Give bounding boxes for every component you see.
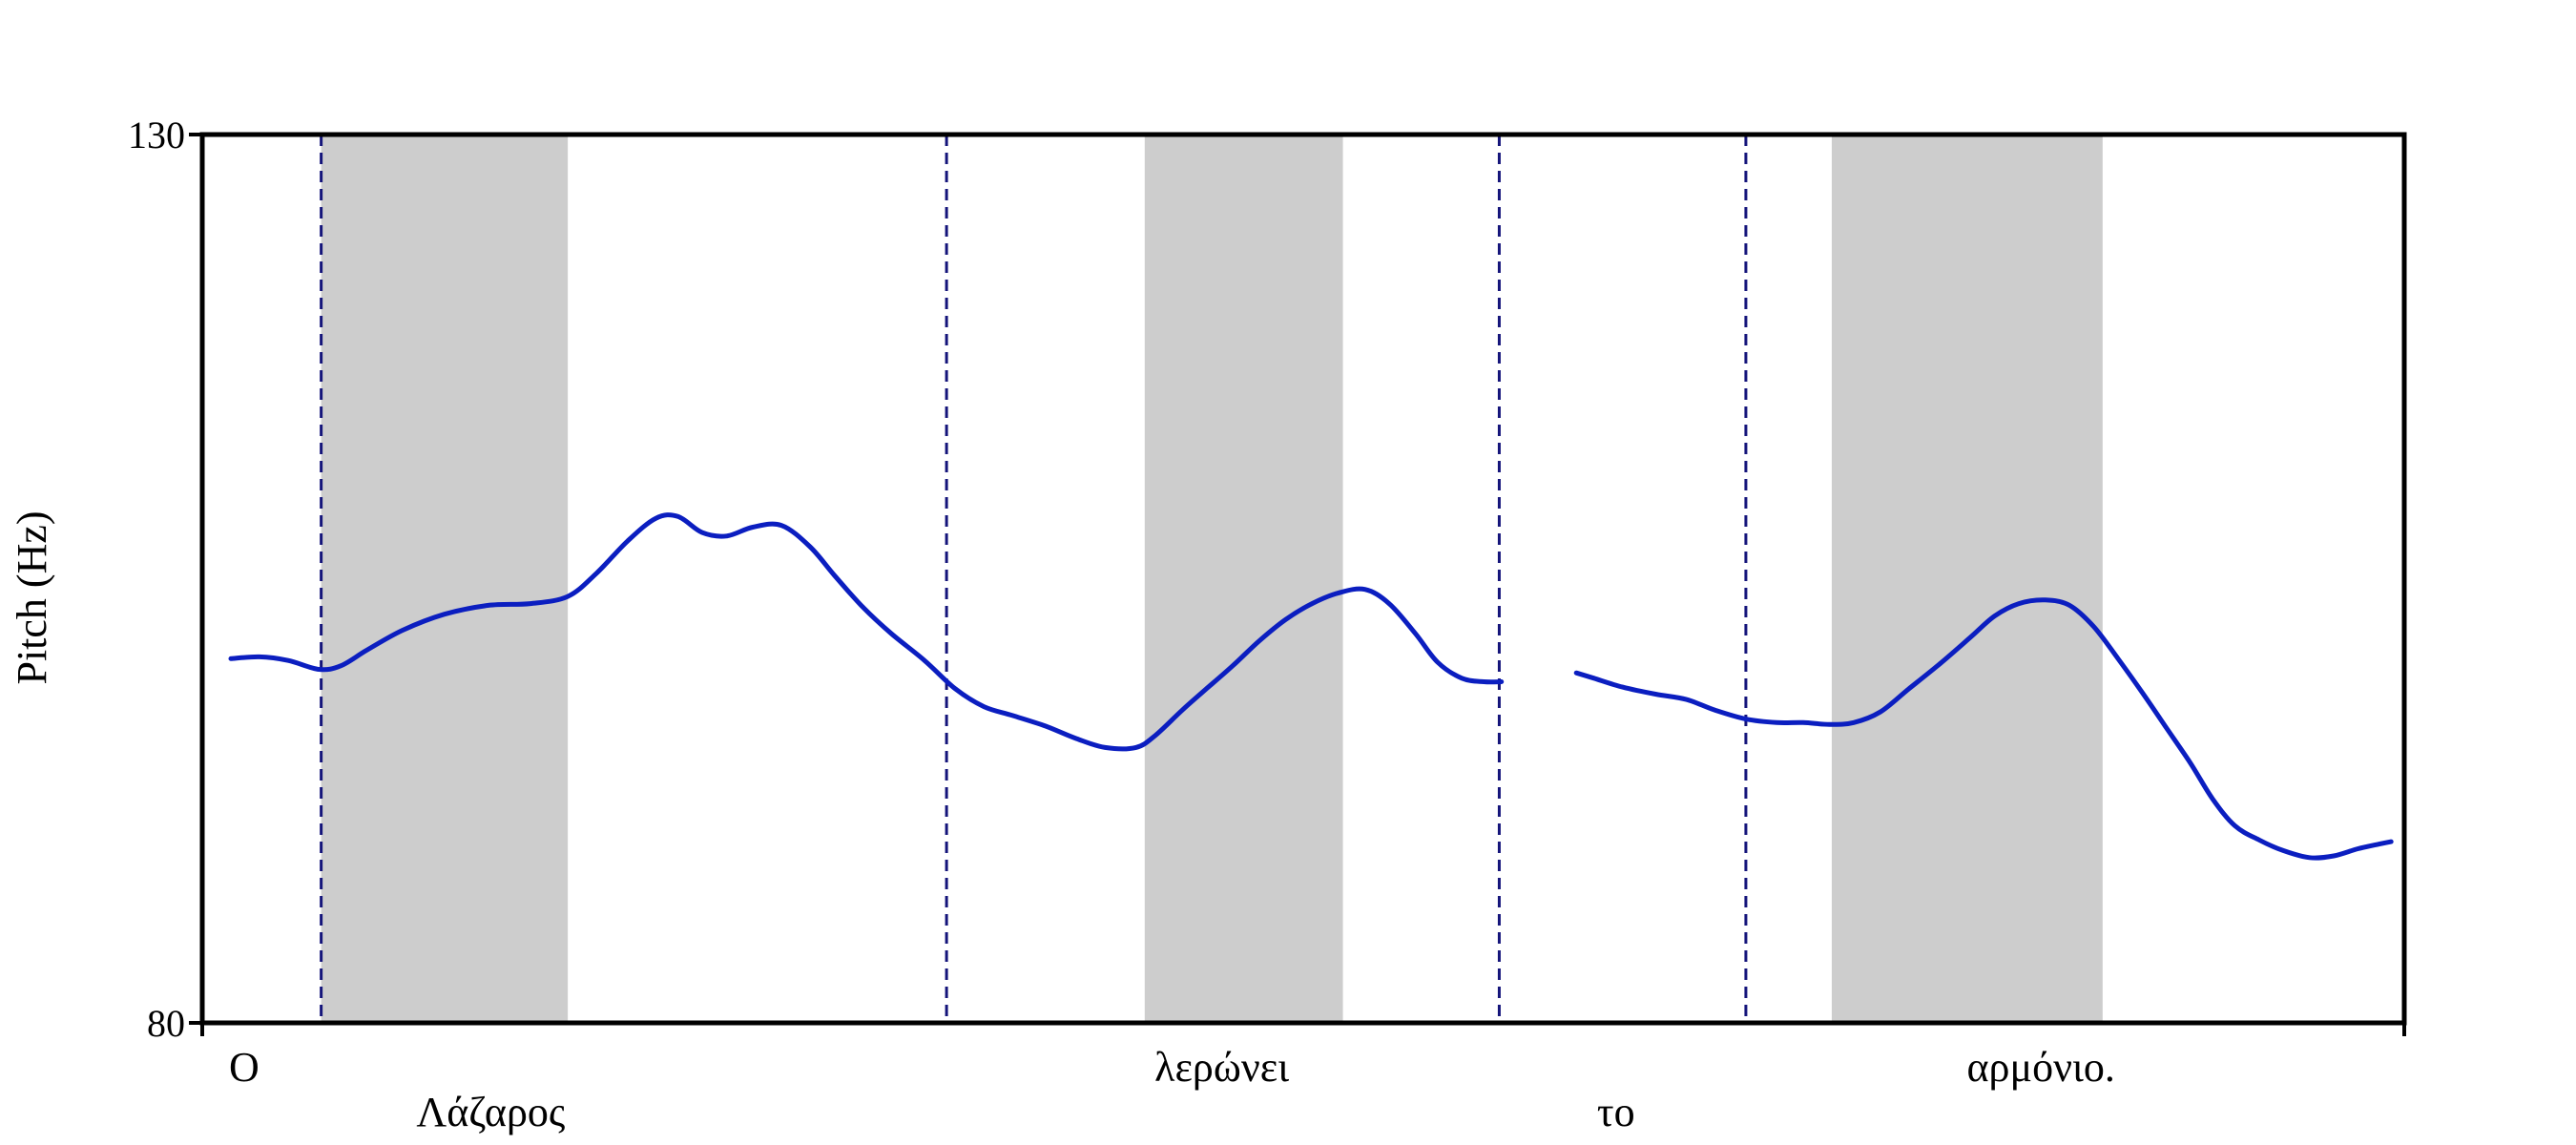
stressed-region [1831,135,2103,1023]
stressed-region [321,135,569,1023]
stressed-region [1144,135,1343,1023]
word-label: Λάζαρος [416,1089,565,1135]
pitch-contour-segment [1573,597,2394,861]
y-tick-label: 130 [128,114,185,156]
pitch-series [228,512,2394,861]
word-label: λερώνει [1154,1044,1289,1091]
word-label: Ο [229,1044,260,1091]
word-boundaries [320,135,1748,1023]
axes [199,132,2407,1026]
plot-frame [199,132,2407,1026]
word-label: αρμόνιο. [1967,1044,2115,1091]
y-ticks: 130 80 [128,114,2406,1045]
word-labels: Ο Λάζαρος λερώνει το αρμόνιο. [229,1044,2115,1135]
pitch-contour-segment [228,512,1505,752]
stressed-syllable-regions [321,135,2103,1023]
y-axis-label: Pitch (Hz) [9,510,55,684]
word-label: το [1597,1089,1635,1135]
y-tick-label: 80 [147,1002,185,1045]
